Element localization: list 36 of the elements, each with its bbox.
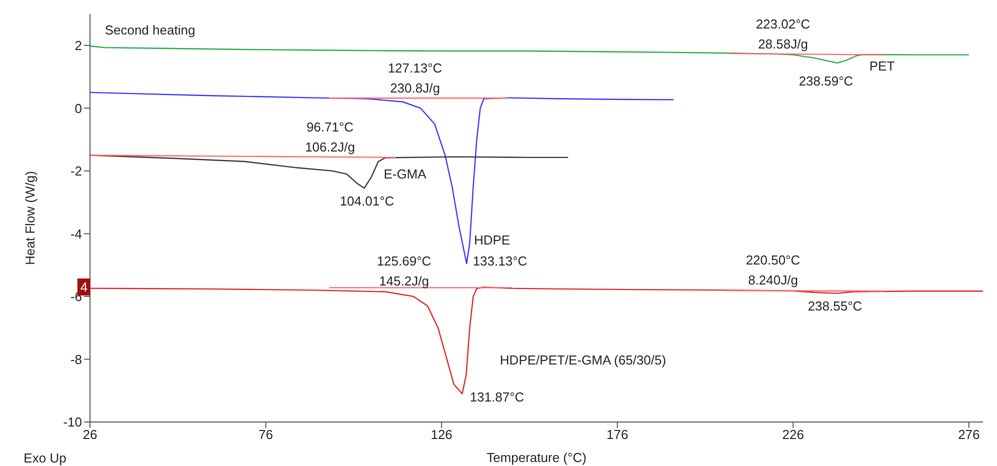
y-tick-label: 2 <box>74 38 82 53</box>
annotation: 8.240J/g <box>748 272 798 288</box>
y-tick-label: -8 <box>70 352 82 367</box>
annotation: 28.58J/g <box>758 36 808 52</box>
x-tick-label: 226 <box>782 427 804 442</box>
annotation: 125.69°C <box>376 254 432 268</box>
y-tick-label: -10 <box>63 414 82 430</box>
annotation: 133.13°C <box>472 254 528 268</box>
y-axis-title: Heat Flow (W/g) <box>22 171 38 265</box>
annotation: 96.71°C <box>306 120 354 134</box>
y-tick-label: -2 <box>70 164 82 179</box>
annotation: E-GMA <box>384 166 426 182</box>
x-axis-title: Temperature (°C) <box>486 450 586 465</box>
annotation: 131.87°C <box>470 390 524 404</box>
annotation: 145.2J/g <box>379 274 429 288</box>
text: 4 <box>77 278 91 296</box>
annotation: HDPE/PET/E-GMA (65/30/5) <box>500 352 666 368</box>
annotation: 104.01°C <box>340 194 394 208</box>
annotation: Second heating <box>104 22 196 38</box>
y-tick-label: 0 <box>74 100 82 116</box>
x-tick-label: 176 <box>606 427 628 442</box>
annotation: 238.55°C <box>808 298 862 314</box>
y-tick-label: -4 <box>70 226 82 242</box>
x-tick-label: 126 <box>430 427 452 442</box>
annotation: HDPE <box>474 232 510 248</box>
annotation: 223.02°C <box>756 16 810 32</box>
annotation: 238.59°C <box>798 74 854 88</box>
annotation: 230.8J/g <box>390 80 440 96</box>
annotation: 127.13°C <box>388 60 442 76</box>
annotation: PET <box>869 58 895 74</box>
annotation: 220.50°C <box>746 252 800 268</box>
x-tick-label: 76 <box>258 427 274 442</box>
x-tick-label: 276 <box>958 427 980 442</box>
x-tick-label: 26 <box>82 427 98 442</box>
annotation: 106.2J/g <box>305 140 355 154</box>
text: Exo Up <box>24 450 66 466</box>
